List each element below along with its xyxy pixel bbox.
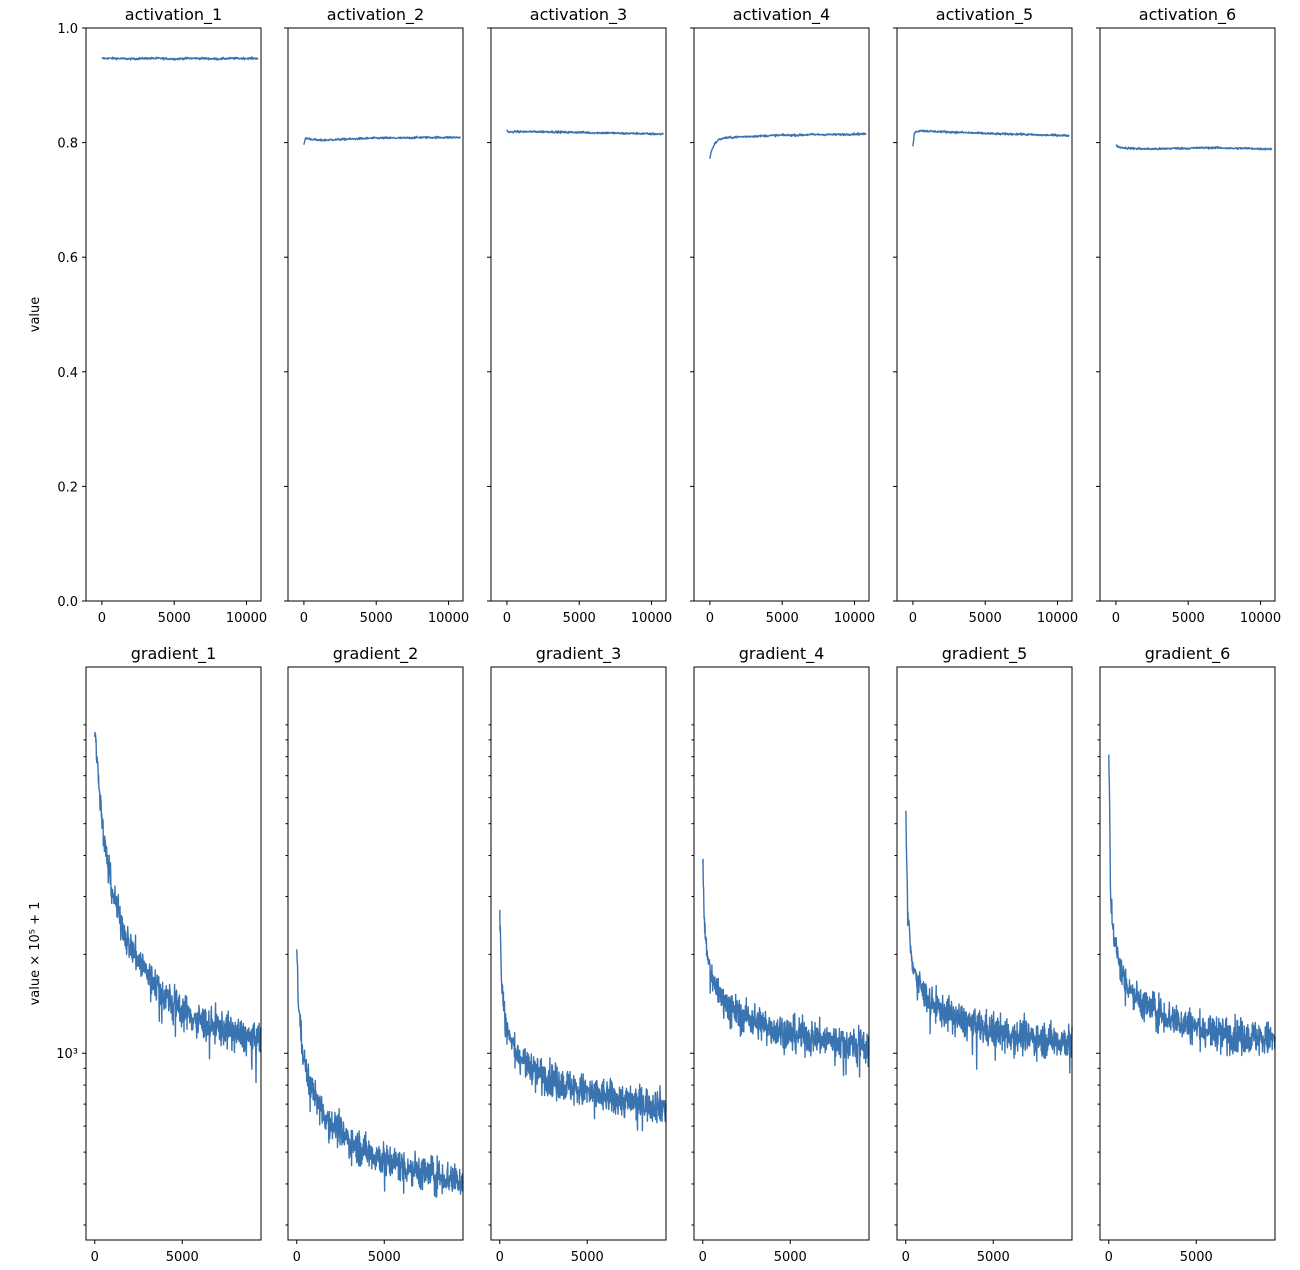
subplot-activation_6: activation_6 0 5000 10000 bbox=[1096, 5, 1281, 626]
subplot-title: gradient_6 bbox=[1145, 644, 1231, 664]
series-line bbox=[709, 132, 867, 159]
x-tick-label: 5000 bbox=[571, 1250, 604, 1265]
x-tick-label: 5000 bbox=[969, 611, 1002, 626]
x-tick-label: 0 bbox=[503, 611, 511, 626]
subplot-title: activation_2 bbox=[327, 5, 424, 25]
x-tick-label: 0 bbox=[1112, 611, 1120, 626]
subplot-title: gradient_3 bbox=[536, 644, 622, 664]
subplot-title: activation_5 bbox=[936, 5, 1033, 25]
y-axis-label: value × 10⁵ + 1 bbox=[28, 902, 43, 1006]
subplot-activation_3: activation_3 0 5000 10000 bbox=[487, 5, 672, 626]
subplot-title: gradient_1 bbox=[131, 644, 217, 664]
x-tick-label: 0 bbox=[300, 611, 308, 626]
y-tick-label: 0.4 bbox=[57, 366, 78, 381]
axes-frame bbox=[85, 666, 262, 1241]
x-tick-label: 5000 bbox=[166, 1250, 199, 1265]
series-line bbox=[296, 949, 464, 1198]
y-tick-label: 0.6 bbox=[57, 251, 78, 266]
subplot-title: activation_4 bbox=[733, 5, 830, 25]
axes-frame bbox=[896, 666, 1073, 1241]
x-tick-label: 5000 bbox=[774, 1250, 807, 1265]
axes-frame bbox=[896, 27, 1073, 602]
x-tick-label: 10000 bbox=[1037, 611, 1078, 626]
subplot-gradient_6: gradient_6 0 5000 bbox=[1096, 644, 1276, 1265]
series-line bbox=[905, 810, 1073, 1074]
subplot-gradient_2: gradient_2 0 5000 bbox=[284, 644, 464, 1265]
axes-frame bbox=[693, 27, 870, 602]
series-line bbox=[101, 56, 259, 61]
x-tick-label: 0 bbox=[699, 1250, 707, 1265]
series-line bbox=[94, 731, 262, 1084]
x-tick-label: 10000 bbox=[1240, 611, 1281, 626]
x-tick-label: 10000 bbox=[631, 611, 672, 626]
x-tick-label: 5000 bbox=[1172, 611, 1205, 626]
y-tick-label: 1.0 bbox=[57, 22, 78, 37]
subplot-gradient_5: gradient_5 0 5000 bbox=[893, 644, 1073, 1265]
axes-frame bbox=[490, 666, 667, 1241]
x-tick-label: 0 bbox=[98, 611, 106, 626]
y-tick-label: 0.8 bbox=[57, 137, 78, 152]
x-tick-label: 0 bbox=[902, 1250, 910, 1265]
x-tick-label: 10000 bbox=[226, 611, 267, 626]
subplot-title: activation_6 bbox=[1139, 5, 1236, 25]
x-tick-label: 0 bbox=[706, 611, 714, 626]
x-tick-label: 10000 bbox=[834, 611, 875, 626]
series-line bbox=[303, 135, 461, 145]
series-line bbox=[506, 129, 664, 136]
x-tick-label: 0 bbox=[1105, 1250, 1113, 1265]
subplot-gradient_3: gradient_3 0 5000 bbox=[487, 644, 667, 1265]
x-tick-label: 5000 bbox=[977, 1250, 1010, 1265]
x-tick-label: 0 bbox=[909, 611, 917, 626]
axes-frame bbox=[287, 27, 464, 602]
y-tick-label: 10³ bbox=[56, 1047, 78, 1062]
axes-frame bbox=[1099, 27, 1276, 602]
subplot-activation_2: activation_2 0 5000 10000 bbox=[284, 5, 469, 626]
subplot-title: activation_1 bbox=[125, 5, 222, 25]
series-line bbox=[499, 909, 667, 1132]
subplot-title: gradient_4 bbox=[739, 644, 825, 664]
x-tick-label: 0 bbox=[293, 1250, 301, 1265]
x-tick-label: 5000 bbox=[1180, 1250, 1213, 1265]
x-tick-label: 5000 bbox=[360, 611, 393, 626]
axes-frame bbox=[1099, 666, 1276, 1241]
x-tick-label: 5000 bbox=[766, 611, 799, 626]
x-tick-label: 5000 bbox=[368, 1250, 401, 1265]
series-line bbox=[1115, 144, 1273, 151]
axes-frame bbox=[693, 666, 870, 1241]
y-tick-label: 0.0 bbox=[57, 595, 78, 610]
y-axis-label: value bbox=[28, 297, 43, 333]
axes-frame bbox=[490, 27, 667, 602]
subplot-gradient_4: gradient_4 0 5000 bbox=[690, 644, 870, 1265]
subplot-grid: activation_1 0 5000 10000 0.0 0.2 0.4 0.6 0.8 1.0… bbox=[28, 5, 1281, 1265]
x-tick-label: 0 bbox=[496, 1250, 504, 1265]
subplot-gradient_1: gradient_1 0 5000 10³ value × 10⁵ + 1 bbox=[28, 644, 262, 1265]
x-tick-label: 10000 bbox=[428, 611, 469, 626]
subplot-activation_1: activation_1 0 5000 10000 0.0 0.2 0.4 0.6 0.8 1.0… bbox=[28, 5, 267, 626]
subplot-activation_4: activation_4 0 5000 10000 bbox=[690, 5, 875, 626]
axes-frame bbox=[287, 666, 464, 1241]
x-tick-label: 5000 bbox=[158, 611, 191, 626]
series-line bbox=[912, 129, 1070, 147]
y-tick-label: 0.2 bbox=[57, 480, 78, 495]
series-line bbox=[1108, 754, 1276, 1057]
x-tick-label: 0 bbox=[91, 1250, 99, 1265]
subplot-title: gradient_5 bbox=[942, 644, 1028, 664]
axes-frame bbox=[85, 27, 262, 602]
series-line bbox=[702, 858, 870, 1078]
subplot-activation_5: activation_5 0 5000 10000 bbox=[893, 5, 1078, 626]
subplot-title: activation_3 bbox=[530, 5, 627, 25]
subplot-title: gradient_2 bbox=[333, 644, 419, 664]
x-tick-label: 5000 bbox=[563, 611, 596, 626]
